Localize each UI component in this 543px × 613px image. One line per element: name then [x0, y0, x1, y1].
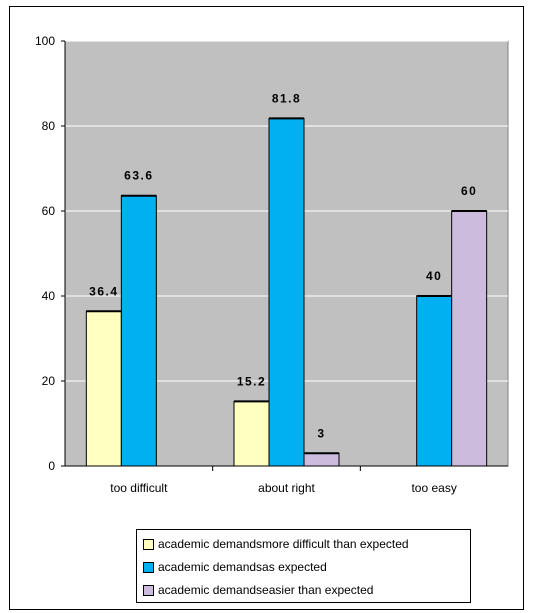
data-label: 63.6 [124, 169, 153, 183]
bar [233, 400, 270, 467]
legend-swatch-as-expected [143, 561, 154, 573]
x-tick-label: too difficult [110, 481, 168, 495]
legend-swatch-more-difficult [143, 538, 154, 550]
legend-item-easier: academic demandseasier than expected [143, 583, 373, 597]
legend-label-easier: academic demandseasier than expected [158, 583, 374, 597]
y-tick-label: 100 [35, 34, 55, 48]
data-label: 60 [461, 184, 477, 198]
y-tick-label: 20 [42, 374, 56, 388]
x-tick-label: too easy [411, 481, 456, 495]
data-label: 36.4 [89, 284, 118, 298]
data-label: 3 [317, 426, 325, 440]
bar [451, 210, 488, 467]
y-tick-label: 80 [42, 119, 56, 133]
y-tick-label: 40 [42, 289, 56, 303]
legend-swatch-easier [143, 584, 154, 596]
bar [303, 452, 340, 467]
legend-label-more-difficult: academic demandsmore difficult than expe… [158, 537, 409, 551]
bar [268, 117, 305, 467]
y-tick-label: 60 [42, 204, 56, 218]
legend-item-as-expected: academic demandsas expected [143, 560, 327, 574]
data-label: 15.2 [237, 374, 266, 388]
legend: academic demandsmore difficult than expe… [136, 529, 471, 603]
bar [85, 310, 122, 467]
y-tick-label: 0 [48, 459, 55, 473]
bar [416, 295, 453, 467]
bar [120, 195, 157, 467]
data-label: 40 [426, 269, 442, 283]
x-tick-label: about right [258, 481, 315, 495]
legend-label-as-expected: academic demandsas expected [158, 560, 327, 574]
legend-item-more-difficult: academic demandsmore difficult than expe… [143, 537, 409, 551]
data-label: 81.8 [272, 91, 301, 105]
